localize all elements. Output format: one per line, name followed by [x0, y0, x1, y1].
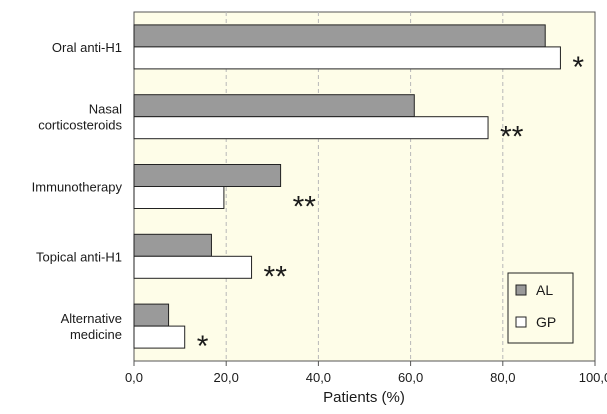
category-label: medicine: [70, 327, 122, 342]
category-label: Immunotherapy: [32, 180, 123, 195]
category-label: Nasal: [89, 102, 122, 117]
significance-marker: **: [293, 191, 317, 224]
legend: AL GP: [507, 272, 574, 344]
bar-gp: [133, 46, 561, 70]
x-tick-label: 20,0: [214, 370, 239, 385]
category-label: Oral anti-H1: [52, 40, 122, 55]
x-axis-ticks: 0,0 20,0 40,0 60,0 80,0 100,0: [125, 361, 607, 385]
significance-marker: **: [500, 121, 524, 154]
bars: [133, 24, 561, 349]
legend-swatch-al: [515, 284, 527, 296]
significance-marker: *: [197, 330, 209, 363]
category-label: Topical anti-H1: [36, 249, 122, 264]
bar-al: [133, 24, 546, 48]
x-tick-label: 0,0: [125, 370, 143, 385]
significance-marker: **: [264, 260, 288, 293]
x-tick-label: 100,0: [579, 370, 607, 385]
legend-label-al: AL: [536, 282, 553, 298]
bar-al: [133, 303, 170, 327]
bar-gp: [133, 116, 489, 140]
significance-marker: *: [572, 51, 584, 84]
x-tick-label: 60,0: [398, 370, 423, 385]
bar-al: [133, 164, 282, 187]
bar-gp: [133, 186, 225, 209]
bar-gp: [133, 325, 186, 349]
gridlines: [225, 12, 504, 361]
x-axis-title: Patients (%): [323, 389, 405, 406]
legend-label-gp: GP: [536, 314, 556, 330]
x-tick-label: 80,0: [490, 370, 515, 385]
category-label: corticosteroids: [38, 118, 122, 133]
category-label: Alternative: [61, 311, 122, 326]
bar-al: [133, 94, 415, 118]
bar-al: [133, 233, 212, 257]
legend-swatch-gp: [515, 316, 527, 328]
bar-gp: [133, 255, 253, 279]
significance-markers: ********: [197, 51, 585, 363]
x-tick-label: 40,0: [306, 370, 331, 385]
